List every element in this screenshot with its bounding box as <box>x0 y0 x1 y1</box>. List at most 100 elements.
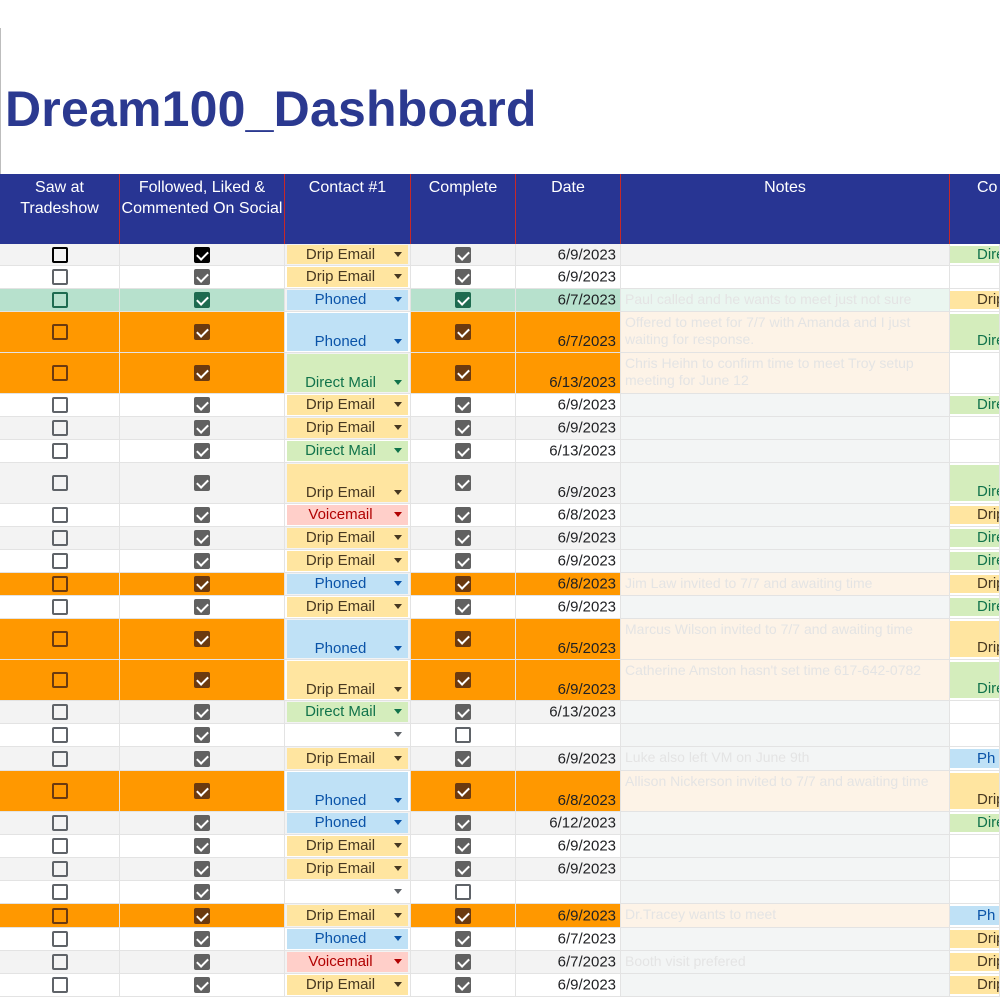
next-contact-cell[interactable]: Dire <box>950 550 1000 573</box>
checkbox[interactable] <box>455 475 471 491</box>
notes-cell[interactable]: Offered to meet for 7/7 with Amanda and … <box>621 312 950 353</box>
contact-1-dropdown[interactable]: Drip Email <box>287 975 408 995</box>
checkbox[interactable] <box>51 672 68 688</box>
checkbox[interactable] <box>51 977 68 993</box>
checkbox[interactable] <box>455 954 471 970</box>
complete-cell[interactable] <box>411 881 516 904</box>
contact-1-dropdown[interactable]: Direct Mail <box>287 354 408 392</box>
next-contact-cell[interactable] <box>950 353 1000 394</box>
contact-1-cell[interactable]: Voicemail <box>285 951 411 974</box>
complete-cell[interactable] <box>411 312 516 353</box>
chevron-down-icon[interactable] <box>394 889 402 894</box>
contact-1-cell[interactable]: Voicemail <box>285 504 411 527</box>
contact-1-dropdown[interactable] <box>287 882 408 902</box>
complete-cell[interactable] <box>411 440 516 463</box>
checkbox[interactable] <box>194 246 210 263</box>
followed-social-cell[interactable] <box>120 771 285 812</box>
notes-cell[interactable] <box>621 394 950 417</box>
contact-1-dropdown[interactable]: Phoned <box>287 929 408 949</box>
checkbox[interactable] <box>51 704 68 720</box>
next-contact-cell[interactable]: Drip <box>950 928 1000 951</box>
checkbox[interactable] <box>194 324 210 340</box>
next-contact-cell[interactable]: Dire <box>950 244 1000 266</box>
col-header-notes[interactable]: Notes <box>621 174 950 244</box>
checkbox[interactable] <box>51 907 68 924</box>
chevron-down-icon[interactable] <box>394 982 402 987</box>
contact-1-dropdown[interactable]: Drip Email <box>287 464 408 502</box>
checkbox[interactable] <box>194 838 210 854</box>
complete-cell[interactable] <box>411 812 516 835</box>
notes-cell[interactable] <box>621 527 950 550</box>
followed-social-cell[interactable] <box>120 353 285 394</box>
chevron-down-icon[interactable] <box>394 798 402 803</box>
followed-social-cell[interactable] <box>120 724 285 747</box>
notes-cell[interactable]: Catherine Amston hasn't set time 617-642… <box>621 660 950 701</box>
checkbox[interactable] <box>51 727 68 743</box>
next-contact-cell[interactable] <box>950 835 1000 858</box>
complete-cell[interactable] <box>411 463 516 504</box>
complete-cell[interactable] <box>411 504 516 527</box>
complete-cell[interactable] <box>411 974 516 997</box>
chevron-down-icon[interactable] <box>394 490 402 495</box>
checkbox[interactable] <box>194 576 210 592</box>
saw-at-tradeshow-cell[interactable] <box>0 619 120 660</box>
saw-at-tradeshow-cell[interactable] <box>0 771 120 812</box>
contact-1-cell[interactable]: Drip Email <box>285 394 411 417</box>
contact-1-cell[interactable] <box>285 724 411 747</box>
complete-cell[interactable] <box>411 394 516 417</box>
checkbox[interactable] <box>51 599 68 615</box>
notes-cell[interactable] <box>621 701 950 724</box>
contact-1-cell[interactable]: Drip Email <box>285 835 411 858</box>
checkbox[interactable] <box>51 530 68 546</box>
saw-at-tradeshow-cell[interactable] <box>0 289 120 312</box>
contact-1-cell[interactable]: Phoned <box>285 619 411 660</box>
complete-cell[interactable] <box>411 527 516 550</box>
contact-1-dropdown[interactable]: Direct Mail <box>287 702 408 722</box>
next-contact-cell[interactable]: Dire <box>950 660 1000 701</box>
date-cell[interactable]: 6/8/2023 <box>516 771 621 812</box>
contact-1-dropdown[interactable]: Drip Email <box>287 859 408 879</box>
contact-1-cell[interactable]: Phoned <box>285 573 411 596</box>
complete-cell[interactable] <box>411 417 516 440</box>
contact-1-dropdown[interactable]: Drip Email <box>287 528 408 548</box>
checkbox[interactable] <box>51 783 68 799</box>
checkbox[interactable] <box>455 324 471 340</box>
date-cell[interactable]: 6/9/2023 <box>516 244 621 266</box>
checkbox[interactable] <box>51 443 68 459</box>
checkbox[interactable] <box>455 884 471 900</box>
complete-cell[interactable] <box>411 353 516 394</box>
col-header-next-contact[interactable]: Co <box>977 179 998 196</box>
contact-1-dropdown[interactable]: Phoned <box>287 290 408 310</box>
contact-1-cell[interactable]: Phoned <box>285 812 411 835</box>
date-cell[interactable]: 6/9/2023 <box>516 417 621 440</box>
notes-cell[interactable]: Paul called and he wants to meet just no… <box>621 289 950 312</box>
checkbox[interactable] <box>455 838 471 854</box>
checkbox[interactable] <box>51 576 68 592</box>
checkbox[interactable] <box>194 420 210 436</box>
next-contact-cell[interactable]: Drip <box>950 951 1000 974</box>
followed-social-cell[interactable] <box>120 858 285 881</box>
next-contact-cell[interactable]: Drip <box>950 289 1000 312</box>
checkbox[interactable] <box>194 954 210 970</box>
chevron-down-icon[interactable] <box>394 558 402 563</box>
next-contact-cell[interactable]: Drip <box>950 619 1000 660</box>
col-header-followed-liked-commented[interactable]: Followed, Liked & Commented On Social <box>120 174 285 244</box>
date-cell[interactable]: 6/13/2023 <box>516 440 621 463</box>
chevron-down-icon[interactable] <box>394 448 402 453</box>
chevron-down-icon[interactable] <box>394 402 402 407</box>
contact-1-dropdown[interactable]: Voicemail <box>287 952 408 972</box>
checkbox[interactable] <box>194 507 210 523</box>
notes-cell[interactable] <box>621 440 950 463</box>
complete-cell[interactable] <box>411 660 516 701</box>
checkbox[interactable] <box>194 631 210 647</box>
chevron-down-icon[interactable] <box>394 936 402 941</box>
checkbox[interactable] <box>455 365 471 381</box>
contact-1-cell[interactable]: Phoned <box>285 289 411 312</box>
date-cell[interactable]: 6/9/2023 <box>516 835 621 858</box>
col-header-contact-1[interactable]: Contact #1 <box>285 174 411 244</box>
notes-cell[interactable] <box>621 974 950 997</box>
contact-1-cell[interactable]: Drip Email <box>285 463 411 504</box>
checkbox[interactable] <box>51 631 68 647</box>
saw-at-tradeshow-cell[interactable] <box>0 881 120 904</box>
checkbox[interactable] <box>51 884 68 900</box>
